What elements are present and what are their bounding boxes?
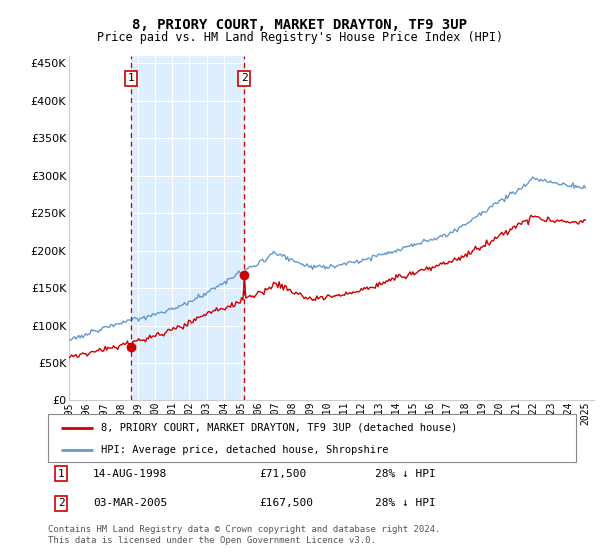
Text: 1: 1: [128, 73, 134, 83]
Bar: [131, 56, 244, 400]
Text: HPI: Average price, detached house, Shropshire: HPI: Average price, detached house, Shro…: [101, 445, 388, 455]
Text: 28% ↓ HPI: 28% ↓ HPI: [376, 498, 436, 508]
Text: 03-MAR-2005: 03-MAR-2005: [93, 498, 167, 508]
Text: Contains HM Land Registry data © Crown copyright and database right 2024.
This d: Contains HM Land Registry data © Crown c…: [48, 525, 440, 545]
Text: Price paid vs. HM Land Registry's House Price Index (HPI): Price paid vs. HM Land Registry's House …: [97, 31, 503, 44]
Text: 2: 2: [58, 498, 65, 508]
Text: £71,500: £71,500: [259, 469, 307, 479]
FancyBboxPatch shape: [48, 414, 576, 462]
Text: 14-AUG-1998: 14-AUG-1998: [93, 469, 167, 479]
Text: £167,500: £167,500: [259, 498, 313, 508]
Text: 28% ↓ HPI: 28% ↓ HPI: [376, 469, 436, 479]
Text: 1: 1: [58, 469, 65, 479]
Text: 2: 2: [241, 73, 247, 83]
Text: 8, PRIORY COURT, MARKET DRAYTON, TF9 3UP (detached house): 8, PRIORY COURT, MARKET DRAYTON, TF9 3UP…: [101, 423, 457, 433]
Text: 8, PRIORY COURT, MARKET DRAYTON, TF9 3UP: 8, PRIORY COURT, MARKET DRAYTON, TF9 3UP: [133, 18, 467, 32]
